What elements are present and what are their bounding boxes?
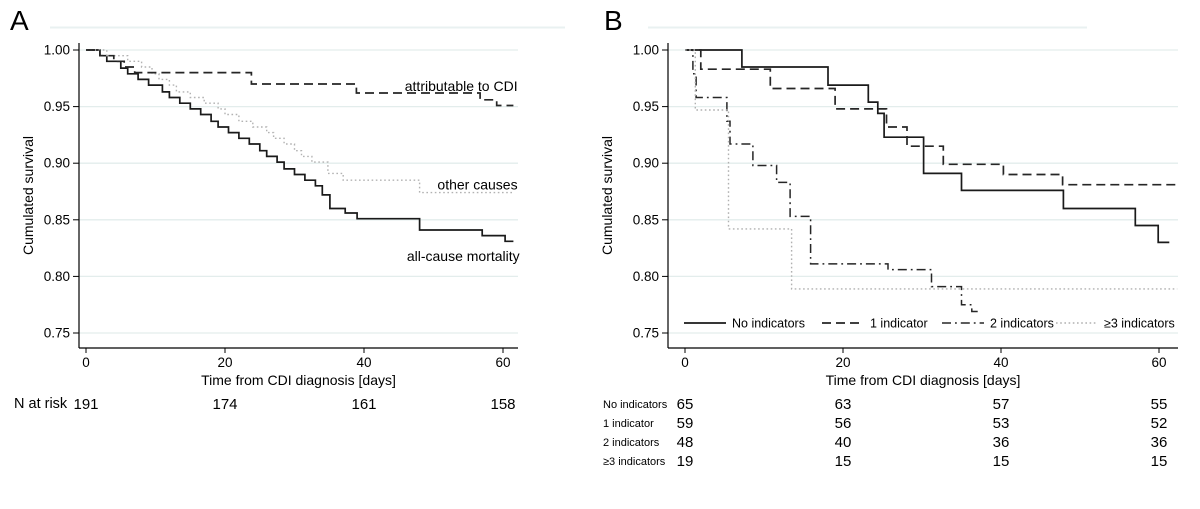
x-tick-label: 0 [82, 355, 90, 370]
km-curve-2-indicators [685, 49, 979, 313]
km-curve-1-indicator [685, 49, 1178, 186]
y-tick-label: 0.95 [633, 99, 659, 114]
risk-count: 174 [212, 396, 237, 413]
km-curve-no-indicators [685, 49, 1170, 244]
risk-count: 53 [993, 415, 1010, 432]
y-tick-label: 0.75 [44, 326, 70, 341]
y-tick-label: 1.00 [633, 43, 659, 58]
risk-count: 63 [835, 396, 852, 413]
risk-count: 15 [1151, 453, 1168, 470]
risk-count: 158 [490, 396, 515, 413]
risk-count: 65 [677, 396, 694, 413]
curve-label: other causes [437, 177, 517, 193]
legend-label: 2 indicators [990, 317, 1054, 331]
risk-row-label: No indicators [603, 399, 668, 411]
risk-row-label: ≥3 indicators [603, 456, 666, 468]
risk-row-label: N at risk [14, 396, 68, 412]
y-tick-label: 0.80 [44, 269, 70, 284]
x-tick-label: 20 [217, 355, 232, 370]
x-axis-title: Time from CDI diagnosis [days] [826, 372, 1021, 388]
risk-row-label: 1 indicator [603, 418, 654, 430]
risk-count: 15 [993, 453, 1010, 470]
risk-count: 56 [835, 415, 852, 432]
x-tick-label: 20 [835, 355, 850, 370]
km-curve-all-cause-mortality [86, 49, 514, 243]
risk-count: 48 [677, 434, 694, 451]
risk-count: 19 [677, 453, 694, 470]
y-tick-label: 0.90 [44, 156, 70, 171]
risk-count: 52 [1151, 415, 1168, 432]
y-axis-title: Cumulated survival [599, 136, 615, 255]
y-tick-label: 0.85 [633, 212, 659, 227]
risk-count: 36 [1151, 434, 1168, 451]
risk-count: 161 [351, 396, 376, 413]
risk-count: 191 [73, 396, 98, 413]
risk-count: 15 [835, 453, 852, 470]
km-curve-other-causes [86, 49, 514, 194]
x-tick-label: 0 [681, 355, 689, 370]
y-tick-label: 0.80 [633, 269, 659, 284]
x-axis-title: Time from CDI diagnosis [days] [201, 372, 396, 388]
panel-letter-A: A [10, 5, 29, 36]
y-tick-label: 0.75 [633, 326, 659, 341]
risk-row-label: 2 indicators [603, 437, 660, 449]
risk-count: 40 [835, 434, 852, 451]
y-tick-label: 0.90 [633, 156, 659, 171]
legend-label: ≥3 indicators [1104, 317, 1175, 331]
x-tick-label: 60 [495, 355, 510, 370]
legend-label: No indicators [732, 317, 805, 331]
y-tick-label: 1.00 [44, 43, 70, 58]
y-tick-label: 0.85 [44, 212, 70, 227]
panel-letter-B: B [604, 5, 623, 36]
y-axis-title: Cumulated survival [20, 136, 36, 255]
risk-count: 55 [1151, 396, 1168, 413]
x-tick-label: 40 [356, 355, 371, 370]
y-tick-label: 0.95 [44, 99, 70, 114]
km-curve-attributable-to-cdi [86, 49, 514, 107]
risk-count: 36 [993, 434, 1010, 451]
x-tick-label: 40 [993, 355, 1008, 370]
curve-label: attributable to CDI [405, 78, 518, 94]
legend-label: 1 indicator [870, 317, 928, 331]
x-tick-label: 60 [1151, 355, 1166, 370]
km-curve--3-indicators [685, 49, 1178, 290]
risk-count: 57 [993, 396, 1010, 413]
risk-count: 59 [677, 415, 694, 432]
curve-label: all-cause mortality [407, 248, 520, 264]
